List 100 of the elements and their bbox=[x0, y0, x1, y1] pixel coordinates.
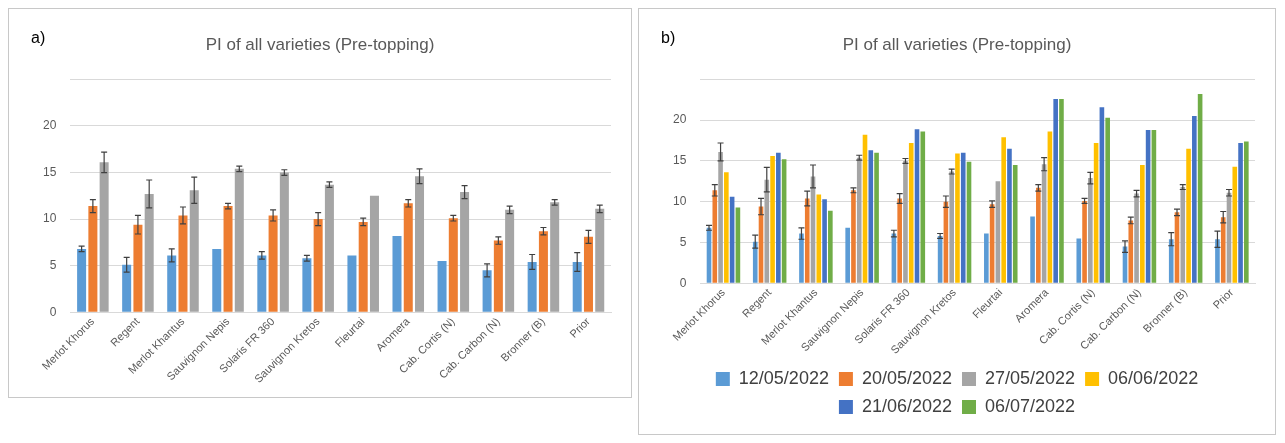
text: b) bbox=[661, 29, 676, 47]
text: a) bbox=[31, 29, 46, 47]
bar bbox=[718, 151, 723, 283]
bar bbox=[77, 248, 87, 312]
y-tick-label: 5 bbox=[679, 234, 687, 249]
bar bbox=[493, 240, 503, 312]
bar bbox=[724, 172, 729, 283]
bar bbox=[1030, 216, 1035, 283]
bar bbox=[403, 203, 413, 312]
bar bbox=[448, 218, 458, 312]
bar bbox=[392, 235, 402, 312]
bar bbox=[1128, 220, 1134, 283]
bar bbox=[712, 190, 718, 283]
legend-label: 21/06/2022 bbox=[861, 395, 953, 416]
y-tick-label: 20 bbox=[42, 118, 57, 133]
bar bbox=[347, 255, 357, 312]
bar bbox=[1215, 239, 1220, 283]
bar bbox=[257, 255, 267, 312]
bar bbox=[302, 258, 312, 312]
bar bbox=[770, 156, 775, 283]
bar bbox=[816, 194, 822, 283]
bar bbox=[189, 190, 199, 312]
bar bbox=[460, 192, 470, 312]
y-tick-label: 15 bbox=[42, 164, 57, 179]
bar bbox=[167, 255, 177, 312]
bar bbox=[1088, 178, 1093, 283]
bar bbox=[1082, 200, 1087, 283]
bar bbox=[776, 152, 781, 283]
bar bbox=[482, 270, 492, 312]
bar bbox=[313, 219, 323, 312]
bar bbox=[223, 206, 233, 312]
bar bbox=[527, 261, 537, 312]
bar bbox=[1105, 117, 1110, 283]
bar bbox=[1244, 141, 1249, 283]
bar bbox=[268, 215, 278, 312]
bar bbox=[868, 150, 874, 283]
bar bbox=[324, 184, 334, 312]
bar bbox=[1232, 166, 1238, 283]
y-tick-label: 0 bbox=[49, 304, 57, 319]
bar bbox=[133, 224, 143, 312]
bar bbox=[984, 233, 989, 283]
bar bbox=[949, 171, 954, 283]
bar bbox=[1001, 137, 1006, 283]
bar bbox=[1076, 238, 1082, 283]
bar bbox=[550, 202, 560, 312]
bar bbox=[178, 215, 188, 312]
bar bbox=[822, 199, 827, 283]
bar bbox=[752, 241, 758, 283]
bar bbox=[908, 143, 914, 283]
y-tick-label: 10 bbox=[42, 211, 57, 226]
bar bbox=[804, 198, 810, 283]
legend-label: 12/05/2022 bbox=[738, 367, 829, 388]
bar bbox=[595, 208, 605, 312]
legend-label: 06/06/2022 bbox=[1108, 367, 1199, 388]
legend-label: 06/07/2022 bbox=[985, 395, 1076, 416]
bar bbox=[1238, 143, 1243, 283]
bar bbox=[415, 176, 425, 312]
bar bbox=[1134, 193, 1139, 283]
bar bbox=[99, 162, 109, 312]
bar bbox=[1059, 98, 1064, 283]
bar bbox=[144, 193, 154, 312]
bar bbox=[583, 236, 593, 312]
y-tick-label: 10 bbox=[672, 194, 687, 209]
bar bbox=[1186, 148, 1191, 283]
y-tick-label: 5 bbox=[49, 258, 57, 272]
bar bbox=[88, 206, 98, 312]
bar bbox=[856, 157, 862, 283]
bar bbox=[960, 152, 966, 283]
bar bbox=[1180, 187, 1186, 283]
bar bbox=[369, 195, 379, 312]
bar bbox=[764, 179, 770, 283]
bar bbox=[122, 264, 132, 312]
bar bbox=[828, 210, 833, 283]
bar bbox=[234, 168, 244, 312]
legend-label: 27/05/2022 bbox=[985, 367, 1076, 388]
y-tick-label: 15 bbox=[672, 153, 687, 168]
y-tick-label: 20 bbox=[672, 112, 687, 127]
bar bbox=[799, 233, 804, 283]
bar bbox=[572, 261, 582, 312]
bar bbox=[851, 190, 856, 283]
bar bbox=[358, 221, 368, 312]
chart-title: PI of all varieties (Pre-topping) bbox=[205, 34, 435, 54]
bar bbox=[212, 248, 222, 312]
bar bbox=[1012, 165, 1018, 283]
bar bbox=[279, 172, 289, 312]
chart-title: PI of all varieties (Pre-topping) bbox=[842, 34, 1072, 54]
bar bbox=[1036, 187, 1041, 283]
bar bbox=[437, 261, 447, 312]
bar bbox=[845, 227, 850, 283]
bar bbox=[1053, 98, 1058, 283]
bar bbox=[1168, 239, 1174, 283]
bar bbox=[1220, 217, 1226, 283]
bar bbox=[897, 198, 902, 283]
bar bbox=[1140, 165, 1145, 283]
bar bbox=[505, 209, 515, 312]
bar bbox=[955, 153, 960, 283]
bar bbox=[538, 231, 548, 312]
bar bbox=[874, 152, 879, 283]
bar bbox=[920, 131, 926, 283]
y-tick-label: 0 bbox=[679, 275, 687, 290]
